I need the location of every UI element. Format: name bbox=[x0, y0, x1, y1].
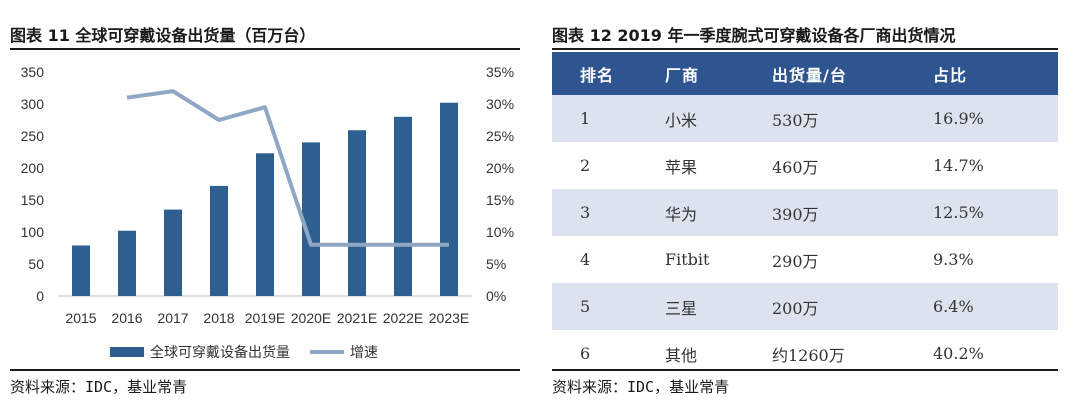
cell-shipments: 290万 bbox=[772, 251, 819, 271]
chart-legend: 全球可穿戴设备出货量 增速 bbox=[110, 342, 378, 362]
y-left-tick-label: 250 bbox=[21, 128, 45, 144]
cell-rank: 2 bbox=[580, 156, 591, 175]
bar bbox=[348, 130, 366, 296]
cell-rank: 4 bbox=[580, 250, 591, 269]
table-header-row: 排名 厂商 出货量/台 占比 bbox=[552, 52, 1058, 95]
header-share: 占比 bbox=[921, 52, 1058, 95]
y-right-tick-label: 30% bbox=[486, 96, 514, 112]
bar bbox=[72, 245, 90, 296]
shipment-chart: 0 50 100 150 200 250 300 350 0% 5% 10% 15% 20% 25% 30%… bbox=[21, 64, 514, 326]
x-tick-label: 2016 bbox=[111, 310, 142, 326]
cell-vendor: 三星 bbox=[659, 283, 764, 330]
y-left-tick-label: 100 bbox=[21, 224, 45, 240]
x-tick-label: 2022E bbox=[383, 310, 423, 326]
header-shipments: 出货量/台 bbox=[764, 52, 921, 95]
table-source-rule bbox=[552, 369, 1058, 371]
cell-vendor: 苹果 bbox=[665, 157, 698, 177]
cell-rank: 5 bbox=[552, 283, 659, 330]
bar bbox=[118, 230, 136, 296]
legend-line-label: 增速 bbox=[350, 345, 378, 361]
y-left-tick-label: 50 bbox=[28, 256, 44, 272]
source-rule bbox=[10, 369, 520, 371]
cell-share: 40.2% bbox=[933, 344, 984, 363]
y-right-tick-label: 15% bbox=[486, 192, 514, 208]
chart-title: 图表 11 全球可穿戴设备出货量（百万台） bbox=[10, 26, 316, 45]
x-tick-label: 2018 bbox=[203, 310, 234, 326]
cell-share: 12.5% bbox=[921, 189, 1058, 236]
bar bbox=[440, 102, 458, 296]
cell-shipments: 约1260万 bbox=[772, 345, 845, 365]
header-rank: 排名 bbox=[552, 52, 659, 95]
cell-vendor: 小米 bbox=[659, 95, 764, 142]
table-row: 3 华为 390万 12.5% bbox=[552, 189, 1058, 236]
table-title-rule bbox=[552, 48, 1058, 50]
cell-share: 14.7% bbox=[933, 156, 984, 175]
table-source: 资料来源：IDC，基业常青 bbox=[552, 378, 730, 396]
x-tick-label: 2020E bbox=[291, 310, 331, 326]
table-title: 图表 12 2019 年一季度腕式可穿戴设备各厂商出货情况 bbox=[552, 26, 956, 45]
bar bbox=[394, 116, 412, 296]
chart-source: 资料来源：IDC，基业常青 bbox=[10, 378, 188, 396]
y-left-tick-label: 150 bbox=[21, 192, 45, 208]
y-left-tick-label: 200 bbox=[21, 160, 45, 176]
table-row: 1 小米 530万 16.9% bbox=[552, 95, 1058, 142]
cell-vendor: 华为 bbox=[659, 189, 764, 236]
title-rule bbox=[10, 48, 520, 50]
y-right-tick-label: 35% bbox=[486, 64, 514, 80]
y-left-tick-label: 0 bbox=[36, 288, 44, 304]
vendor-table: 排名 厂商 出货量/台 占比 1 小米 530万 16.9% 2 苹果 460万… bbox=[552, 52, 1058, 377]
y-left-tick-label: 350 bbox=[21, 64, 45, 80]
x-tick-label: 2017 bbox=[157, 310, 188, 326]
x-tick-label: 2021E bbox=[337, 310, 377, 326]
legend-line-swatch bbox=[310, 350, 344, 354]
table-row: 5 三星 200万 6.4% bbox=[552, 283, 1058, 330]
cell-vendor: Fitbit bbox=[665, 250, 710, 269]
cell-share: 6.4% bbox=[921, 283, 1058, 330]
cell-rank: 3 bbox=[552, 189, 659, 236]
cell-share: 16.9% bbox=[921, 95, 1058, 142]
cell-shipments: 460万 bbox=[772, 157, 819, 177]
right-panel: 图表 12 2019 年一季度腕式可穿戴设备各厂商出货情况 排名 厂商 出货量/… bbox=[552, 0, 1058, 410]
cell-shipments: 390万 bbox=[764, 189, 921, 236]
bar bbox=[256, 153, 274, 296]
cell-shipments: 200万 bbox=[764, 283, 921, 330]
y-right-tick-label: 20% bbox=[486, 160, 514, 176]
x-tick-label: 2019E bbox=[245, 310, 285, 326]
y-left-tick-label: 300 bbox=[21, 96, 45, 112]
x-tick-label: 2023E bbox=[429, 310, 469, 326]
left-panel: 图表 11 全球可穿戴设备出货量（百万台） 0 50 100 150 200 250 300… bbox=[0, 0, 520, 410]
cell-vendor: 其他 bbox=[665, 345, 698, 365]
table-row: 4 Fitbit 290万 9.3% bbox=[552, 236, 1058, 283]
cell-rank: 1 bbox=[552, 95, 659, 142]
legend-bar-label: 全球可穿戴设备出货量 bbox=[150, 345, 290, 361]
x-tick-label: 2015 bbox=[65, 310, 96, 326]
growth-line bbox=[126, 89, 449, 247]
y-right-tick-label: 10% bbox=[486, 224, 514, 240]
y-right-tick-label: 25% bbox=[486, 128, 514, 144]
table-row: 2 苹果 460万 14.7% bbox=[552, 142, 1058, 189]
bar bbox=[210, 185, 228, 296]
cell-share: 9.3% bbox=[933, 250, 974, 269]
cell-shipments: 530万 bbox=[764, 95, 921, 142]
header-vendor: 厂商 bbox=[659, 52, 764, 95]
bar bbox=[164, 209, 182, 296]
y-right-tick-label: 5% bbox=[486, 256, 506, 272]
y-right-tick-label: 0% bbox=[486, 288, 506, 304]
cell-rank: 6 bbox=[580, 344, 591, 363]
legend-bar-swatch bbox=[110, 347, 144, 357]
bar bbox=[302, 142, 320, 296]
table-row: 6 其他 约1260万 40.2% bbox=[552, 330, 1058, 377]
